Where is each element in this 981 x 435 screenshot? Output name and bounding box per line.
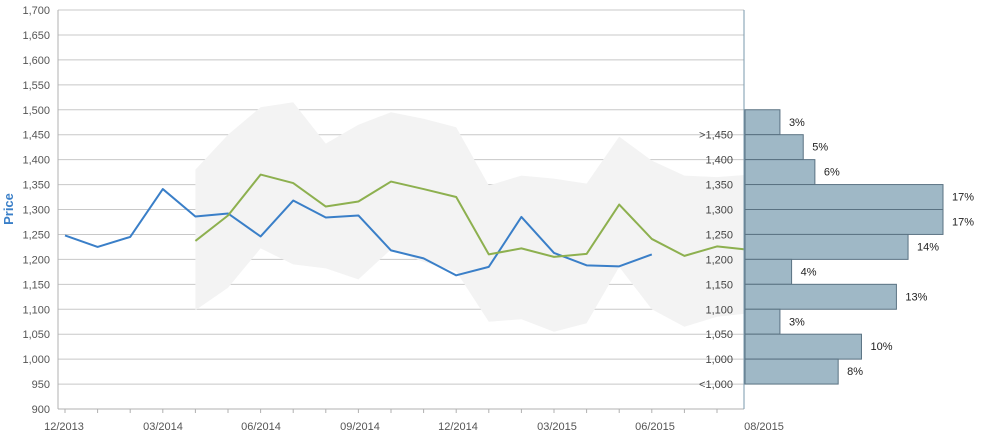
series-line-forecast — [194, 173, 750, 258]
y-tick-label: 1,300 — [22, 205, 50, 217]
histogram-bar — [744, 308, 781, 335]
histogram-value-label: 14% — [917, 241, 939, 253]
x-tick-label: 06/2015 — [635, 421, 675, 433]
y-axis-label: Price — [1, 193, 16, 225]
y-tick-label: 1,050 — [22, 329, 50, 341]
histogram-bar — [744, 209, 944, 235]
histogram-bar — [744, 184, 944, 210]
histogram-value-label: 10% — [870, 341, 892, 353]
y-tick-label: 900 — [32, 404, 50, 416]
histogram-bar — [744, 134, 804, 161]
histogram-bucket-label: 1,050 — [705, 329, 733, 341]
histogram-value-label: 3% — [789, 117, 805, 129]
histogram-bucket-label: >1,450 — [699, 130, 733, 142]
series-line-actual — [64, 188, 653, 277]
histogram-value-label: 3% — [789, 316, 805, 328]
y-tick-label: 1,150 — [22, 279, 50, 291]
x-tick-label: 09/2014 — [340, 421, 380, 433]
histogram-bar — [744, 333, 862, 360]
histogram-value-label: 8% — [847, 366, 863, 378]
histogram-bar — [744, 159, 816, 186]
x-tick-label: 12/2013 — [44, 421, 84, 433]
histogram-value-label: 13% — [905, 291, 927, 303]
y-tick-label: 1,650 — [22, 30, 50, 42]
histogram-bucket-label: 1,100 — [705, 304, 733, 316]
y-tick-label: 1,000 — [22, 354, 50, 366]
histogram-bar — [744, 258, 793, 285]
histogram-bucket-label: 1,250 — [705, 229, 733, 241]
histogram-bucket-label: 1,200 — [705, 254, 733, 266]
y-tick-label: 1,100 — [22, 304, 50, 316]
y-tick-label: 1,450 — [22, 130, 50, 142]
y-tick-label: 1,400 — [22, 155, 50, 167]
histogram-value-label: 17% — [952, 192, 974, 204]
histogram-value-label: 4% — [801, 266, 817, 278]
histogram-bucket-label: <1,000 — [699, 379, 733, 391]
histogram-bucket-label: 1,350 — [705, 180, 733, 192]
histogram: 3% >1,450 5% 1,400 6% 1,350 17% 1,300 17% 1,250 14… — [699, 109, 974, 391]
y-tick-label: 1,500 — [22, 105, 50, 117]
x-tick-label: 08/2015 — [744, 421, 784, 433]
y-tick-label: 950 — [32, 379, 50, 391]
y-tick-label: 1,550 — [22, 80, 50, 92]
y-tick-label: 1,200 — [22, 254, 50, 266]
series-lines — [64, 173, 750, 277]
y-tick-label: 1,600 — [22, 55, 50, 67]
histogram-bucket-label: 1,400 — [705, 155, 733, 167]
histogram-bar — [744, 283, 897, 310]
gridlines — [58, 9, 744, 410]
x-tick-label: 03/2015 — [537, 421, 577, 433]
histogram-bucket-label: 1,150 — [705, 279, 733, 291]
y-tick-label: 1,350 — [22, 180, 50, 192]
histogram-value-label: 5% — [812, 142, 828, 154]
histogram-bar — [744, 233, 909, 260]
histogram-value-label: 6% — [824, 167, 840, 179]
x-tick-label: 06/2014 — [241, 421, 281, 433]
band-area — [195, 102, 750, 332]
histogram-bucket-label: 1,300 — [705, 205, 733, 217]
histogram-bar — [744, 109, 781, 136]
axes: 900 950 1,000 1,050 1,100 1,150 1,200 1,250 1,30… — [22, 5, 783, 433]
y-tick-label: 1,700 — [22, 5, 50, 17]
x-tick-label: 12/2014 — [438, 421, 478, 433]
y-tick-label: 1,250 — [22, 229, 50, 241]
histogram-bar — [744, 358, 839, 385]
forecast-band — [195, 102, 750, 332]
x-tick-label: 03/2014 — [143, 421, 183, 433]
histogram-value-label: 17% — [952, 217, 974, 229]
histogram-bucket-label: 1,000 — [705, 354, 733, 366]
